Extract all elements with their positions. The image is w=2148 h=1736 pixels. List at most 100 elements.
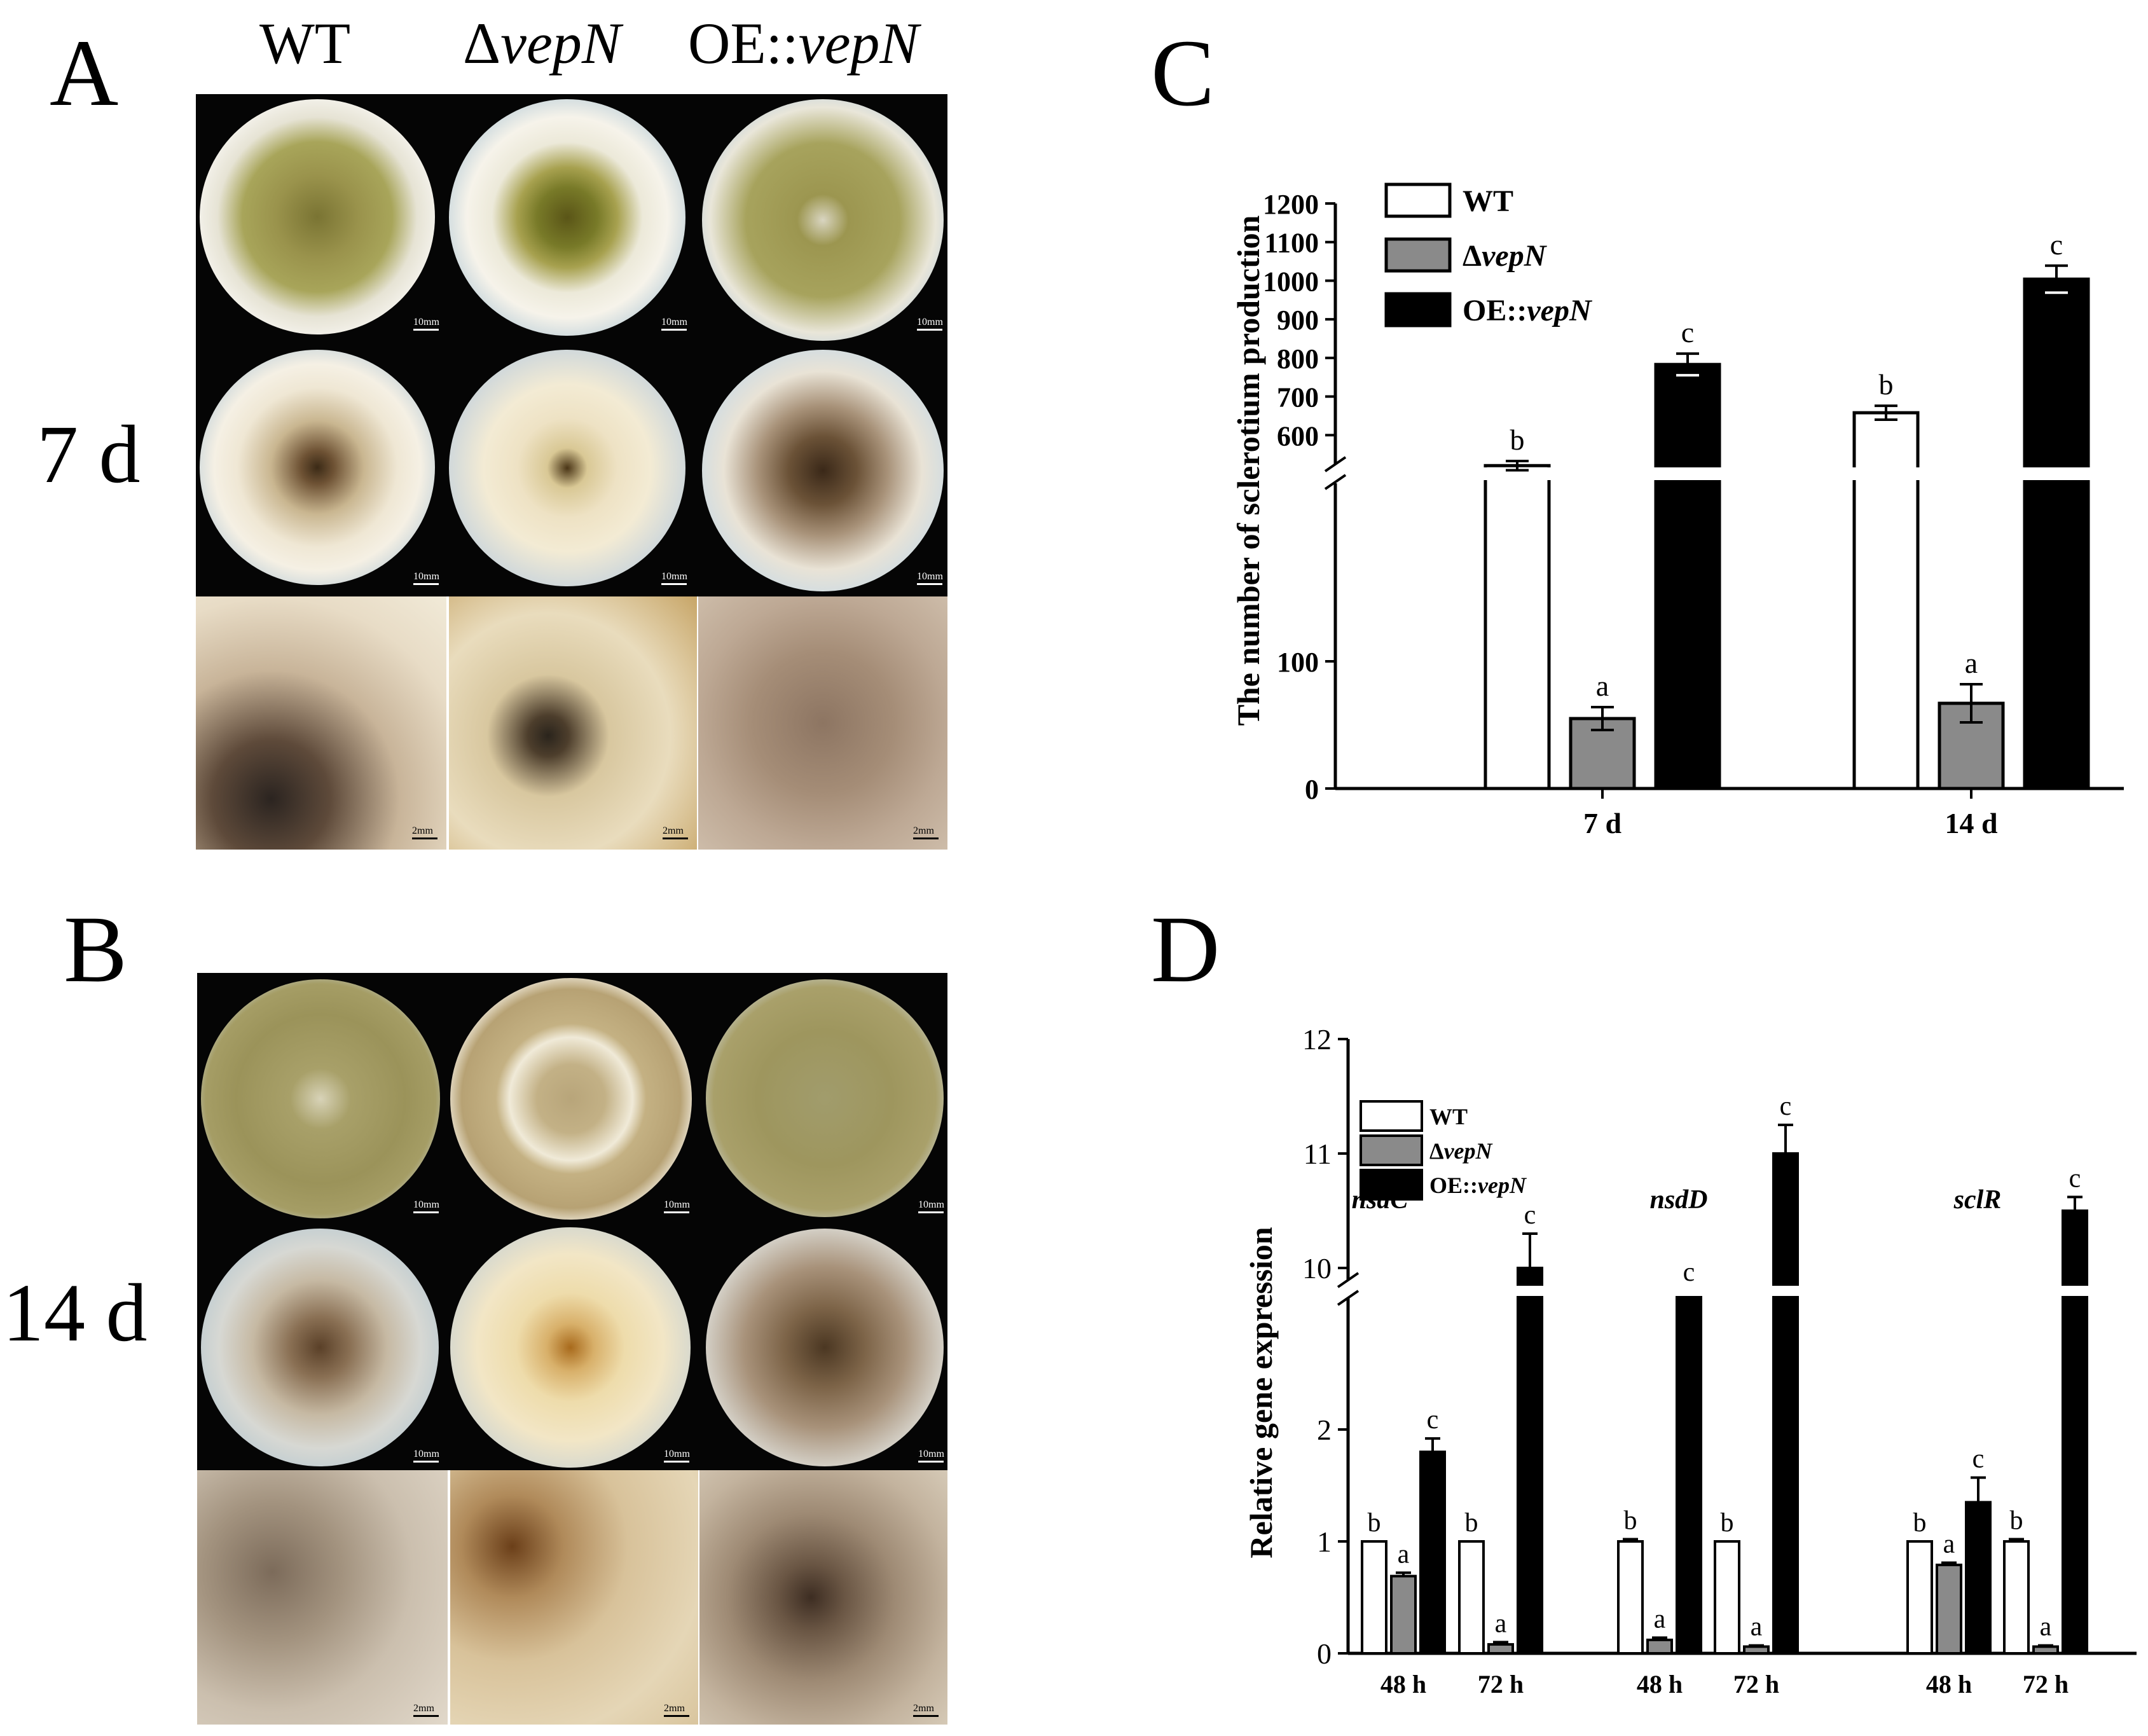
scale-bar-10mm: 10mm: [664, 1199, 690, 1213]
significance-letter: b: [1879, 368, 1894, 401]
significance-letter: a: [1751, 1613, 1763, 1642]
y-tick-label: 700: [1277, 382, 1319, 413]
y-tick-label: 600: [1277, 420, 1319, 451]
scale-bar-2mm: 2mm: [412, 825, 437, 839]
y-tick-label: 10: [1302, 1252, 1332, 1285]
y-tick-label: 11: [1304, 1138, 1332, 1170]
x-tick-label: 48 h: [1380, 1670, 1426, 1698]
bar-break-gap: [1653, 467, 1722, 480]
plate-delta-front-7d: [449, 99, 685, 336]
bar-break-gap: [1674, 1286, 1704, 1296]
column-header-oe-vepn: OE::vepN: [688, 11, 919, 76]
scale-bar-10mm: 10mm: [413, 571, 439, 585]
scale-bar-10mm: 10mm: [661, 571, 687, 585]
bar: [1714, 1540, 1740, 1655]
significance-letter: c: [2050, 228, 2063, 261]
bar: [1484, 464, 1551, 790]
scale-bar-10mm: 10mm: [917, 571, 943, 585]
scale-bar-10mm: 10mm: [413, 1199, 439, 1213]
legend-swatch: [1360, 1134, 1423, 1166]
bar: [2062, 1209, 2088, 1655]
bar: [1772, 1152, 1799, 1655]
day-label-14d: 14 d: [3, 1267, 148, 1359]
gene-italic: vepN: [798, 11, 919, 76]
plate-delta-front-14d: [450, 978, 692, 1220]
bar-break-gap: [1771, 1286, 1800, 1296]
significance-letter: a: [1596, 670, 1609, 702]
column-header-delta-vepn: ΔvepN: [463, 14, 621, 72]
scale-bar-10mm: 10mm: [413, 317, 439, 331]
panel-label-d: D: [1151, 897, 1220, 1002]
y-tick-label: 0: [1305, 774, 1319, 805]
scale-bar-2mm: 2mm: [413, 1703, 439, 1717]
significance-letter: c: [1972, 1445, 1985, 1474]
bar: [1617, 1540, 1644, 1655]
chart-sclerotium-count: The number of sclerotium production 0 100…: [1230, 183, 2124, 839]
plate-oe-back-7d: [702, 350, 944, 591]
plate-oe-back-14d: [706, 1229, 944, 1466]
y-tick-label: 1000: [1263, 266, 1319, 297]
scale-bar-10mm: 10mm: [664, 1449, 690, 1463]
bar: [1458, 1540, 1485, 1655]
y-tick-label: 2: [1317, 1414, 1332, 1446]
closeup-wt-7d: 2mm: [196, 596, 446, 850]
significance-letter: a: [1965, 647, 1978, 679]
y-tick-label: 900: [1277, 305, 1319, 336]
x-tick-label: 7 d: [1583, 807, 1622, 839]
legend-label: ΔvepN: [1463, 239, 1548, 273]
plate-delta-back-14d: [450, 1227, 691, 1468]
significance-letter: a: [1654, 1604, 1666, 1634]
significance-letter: a: [1943, 1529, 1955, 1559]
significance-letter: b: [1368, 1508, 1381, 1538]
day-label-7d: 7 d: [37, 409, 141, 500]
bar: [1936, 1563, 1962, 1655]
plate-wt-front-14d: [201, 979, 440, 1218]
bar: [1676, 1290, 1702, 1655]
y-tick-label: 1200: [1263, 189, 1319, 220]
photo-grid-7d: 10mm 10mm 10mm 10mm 10mm 10mm: [196, 94, 947, 596]
plate-wt-back-14d: [201, 1229, 439, 1466]
significance-letter: b: [1721, 1508, 1734, 1538]
y-tick-label: 1: [1317, 1526, 1332, 1558]
bar: [2023, 277, 2090, 790]
significance-letter: c: [1427, 1405, 1439, 1435]
significance-letter: a: [2040, 1613, 2052, 1642]
bar: [1487, 1643, 1514, 1655]
bar: [2032, 1645, 2059, 1655]
gene-group-label: nsdD: [1649, 1185, 1707, 1215]
scale-bar-10mm: 10mm: [917, 317, 943, 331]
closeup-delta-14d: 2mm: [450, 1470, 698, 1725]
bar-break-gap: [1852, 467, 1920, 480]
legend-label: ΔvepN: [1429, 1138, 1494, 1164]
axis-break-mark: [1337, 1272, 1360, 1288]
delta-symbol: Δ: [463, 11, 501, 76]
plate-delta-back-7d: [449, 350, 685, 586]
scale-bar-2mm: 2mm: [913, 825, 939, 839]
plate-wt-front-7d: [200, 99, 435, 334]
gene-group-label: sclR: [1953, 1185, 2002, 1215]
axis-break-mark: [1324, 474, 1347, 490]
significance-letter: b: [1510, 424, 1525, 456]
bar: [1743, 1645, 1770, 1655]
significance-letter: a: [1495, 1609, 1507, 1638]
legend-swatch: [1384, 237, 1452, 273]
closeup-oe-14d: 2mm: [699, 1470, 947, 1725]
significance-letter: c: [1524, 1201, 1536, 1230]
axis-break-mark: [1324, 456, 1347, 472]
scale-bar-2mm: 2mm: [913, 1703, 939, 1717]
y-axis-label: The number of sclerotium production: [1230, 215, 1266, 726]
x-tick-label: 14 d: [1945, 807, 1998, 839]
legend-label: OE::vepN: [1429, 1173, 1527, 1198]
bar: [1654, 362, 1721, 790]
scale-bar-10mm: 10mm: [661, 317, 687, 331]
column-header-wt: WT: [259, 11, 351, 76]
bar-break-gap: [2022, 467, 2091, 480]
x-tick-label: 72 h: [2023, 1670, 2069, 1698]
y-tick-label: 800: [1277, 343, 1319, 375]
legend-label: WT: [1463, 184, 1513, 218]
bar: [1517, 1267, 1543, 1655]
bar: [1965, 1501, 1992, 1655]
bar: [1906, 1540, 1933, 1655]
scale-bar-10mm: 10mm: [918, 1199, 944, 1213]
